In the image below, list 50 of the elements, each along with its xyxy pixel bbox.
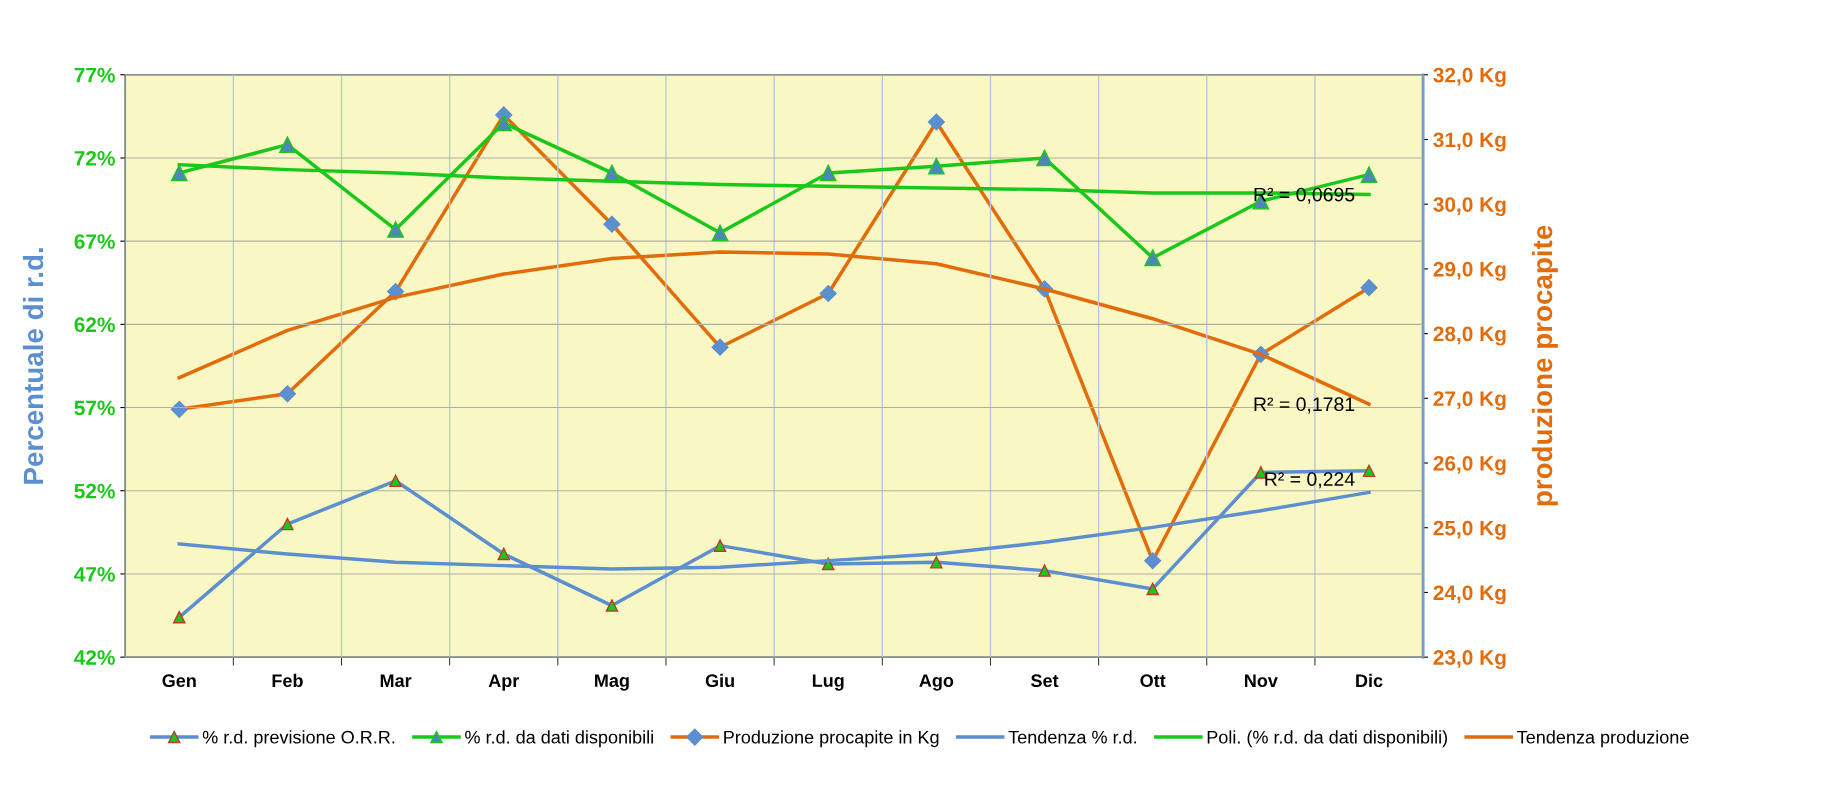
y-tick-label: 57% xyxy=(74,400,115,416)
y-tick-label: 72% xyxy=(74,150,115,166)
point xyxy=(387,221,404,238)
point xyxy=(1360,166,1378,183)
y2-tick-label: 27,0 Kg xyxy=(1433,391,1506,411)
y2-tick-label: 32,0 Kg xyxy=(1433,67,1506,87)
x-tick-label: Lug xyxy=(812,674,844,691)
y-tick-label: 47% xyxy=(74,567,115,582)
y-tick-label: 67% xyxy=(74,234,115,249)
legend-label: Tendenza % r.d. xyxy=(1008,730,1136,744)
x-tick-label: Nov xyxy=(1245,674,1278,688)
y2-tick-label: 31,0 Kg xyxy=(1433,132,1506,152)
point xyxy=(170,164,188,182)
annotation: R² = 0,1781 xyxy=(1254,397,1355,414)
y-axis-title: Percentuale di r.d. xyxy=(22,248,44,484)
x-tick-label: Apr xyxy=(488,674,520,691)
y-tick-label: 62% xyxy=(74,317,115,333)
x-tick-label: Dic xyxy=(1356,673,1383,688)
point xyxy=(279,136,296,153)
point xyxy=(928,157,945,175)
y2-tick-label: 23,0 Kg xyxy=(1433,650,1506,670)
y2-axis-title: produzione procapite xyxy=(1531,225,1558,506)
y2-tick-label: 26,0 Kg xyxy=(1433,455,1506,475)
legend-label: Produzione procapite in Kg xyxy=(724,730,939,748)
y2-tick-label: 29,0 Kg xyxy=(1433,261,1506,281)
point xyxy=(1144,249,1162,267)
x-tick-label: Ago xyxy=(919,674,954,691)
x-tick-label: Ott xyxy=(1140,674,1166,688)
x-tick-label: Giu xyxy=(705,673,734,688)
x-tick-label: Gen xyxy=(162,674,196,688)
point xyxy=(711,224,729,242)
y-tick-label: 77% xyxy=(74,67,115,83)
y-tick-label: 52% xyxy=(74,483,115,499)
x-tick-label: Set xyxy=(1031,674,1059,688)
annotation: R² = 0,224 xyxy=(1265,472,1355,489)
point xyxy=(495,114,513,132)
x-tick-label: Mag xyxy=(595,674,629,691)
y-tick-label: 42% xyxy=(74,650,115,665)
legend-label: Tendenza produzione xyxy=(1517,730,1689,748)
x-tick-label: Feb xyxy=(272,673,303,688)
y2-tick-label: 28,0 Kg xyxy=(1433,326,1506,346)
legend-label: % r.d. previsione O.R.R. xyxy=(202,730,395,748)
legend-label: Poli. (% r.d. da dati disponibili) xyxy=(1207,730,1447,748)
point xyxy=(819,164,837,182)
y2-tick-label: 30,0 Kg xyxy=(1433,197,1506,217)
y2-tick-label: 24,0 Kg xyxy=(1433,585,1506,605)
x-tick-label: Mar xyxy=(380,674,412,688)
point xyxy=(1036,149,1053,167)
legend-label: % r.d. da dati disponibili xyxy=(465,730,653,748)
y2-tick-label: 25,0 Kg xyxy=(1433,520,1506,540)
